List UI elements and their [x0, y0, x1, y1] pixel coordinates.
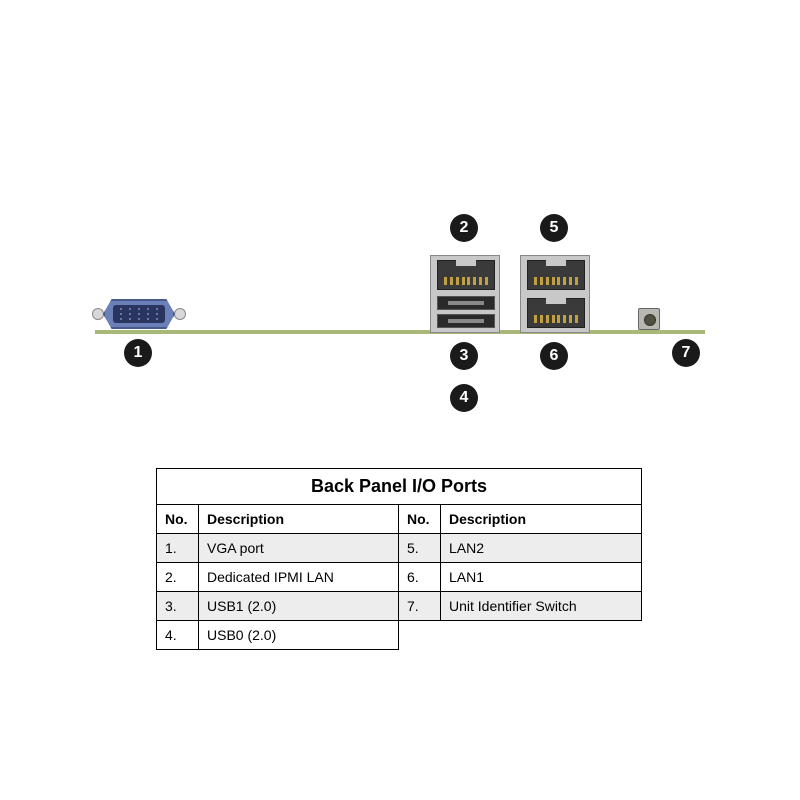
vga-screw-right — [174, 308, 186, 320]
callout-3: 3 — [450, 342, 478, 370]
usb0-port — [437, 314, 495, 328]
port-stack-ipmi-usb — [430, 255, 500, 333]
port-stack-lan — [520, 255, 590, 333]
vga-connector — [113, 305, 165, 323]
lan1-port — [527, 298, 585, 328]
callout-7: 7 — [672, 339, 700, 367]
uid-button-icon — [644, 314, 656, 326]
col-no-right: No. — [399, 505, 441, 534]
lan2-port — [527, 260, 585, 290]
pcb-edge — [95, 330, 705, 334]
ipmi-lan-port — [437, 260, 495, 290]
vga-screw-left — [92, 308, 104, 320]
table-row: 4. USB0 (2.0) — [157, 621, 642, 650]
col-no-left: No. — [157, 505, 199, 534]
vga-port — [95, 295, 183, 333]
table-title: Back Panel I/O Ports — [157, 469, 642, 505]
col-desc-left: Description — [199, 505, 399, 534]
table-row: 2. Dedicated IPMI LAN 6. LAN1 — [157, 563, 642, 592]
table-row: 3. USB1 (2.0) 7. Unit Identifier Switch — [157, 592, 642, 621]
callout-1: 1 — [124, 339, 152, 367]
io-diagram: 1 2 3 4 5 6 7 — [0, 200, 800, 430]
callout-4: 4 — [450, 384, 478, 412]
usb1-port — [437, 296, 495, 310]
callout-2: 2 — [450, 214, 478, 242]
callout-6: 6 — [540, 342, 568, 370]
callout-5: 5 — [540, 214, 568, 242]
col-desc-right: Description — [441, 505, 642, 534]
ports-table: Back Panel I/O Ports No. Description No.… — [156, 468, 642, 650]
uid-switch — [638, 308, 660, 330]
table-row: 1. VGA port 5. LAN2 — [157, 534, 642, 563]
